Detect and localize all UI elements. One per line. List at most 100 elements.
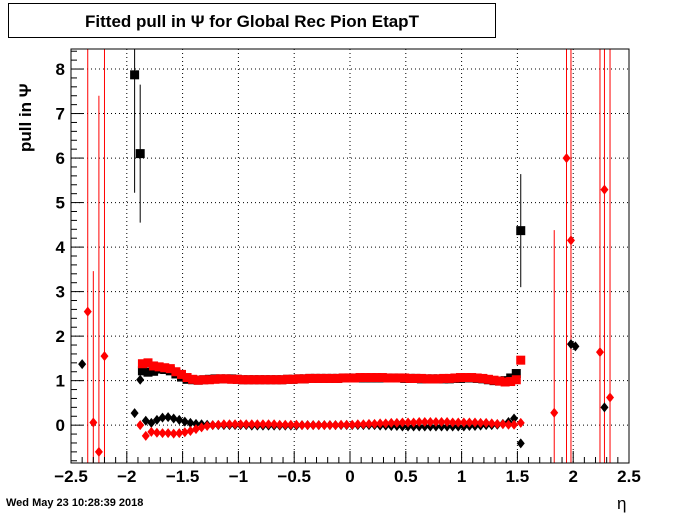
data-point-square <box>199 375 209 385</box>
data-point-square <box>149 361 159 371</box>
data-point-diamond <box>337 419 346 430</box>
data-point-diamond <box>242 419 251 430</box>
data-point-diamond <box>487 418 496 429</box>
data-point-square <box>149 366 159 376</box>
data-point-square <box>495 376 505 386</box>
data-point-square <box>227 374 237 384</box>
data-point-diamond <box>516 417 525 428</box>
data-point-square <box>137 359 147 369</box>
data-point-diamond <box>136 420 145 431</box>
data-point-diamond <box>454 417 463 428</box>
data-point-square <box>135 149 145 159</box>
error-bars <box>87 49 611 463</box>
data-point-square <box>327 373 337 383</box>
data-point-diamond <box>94 446 103 457</box>
data-point-diamond <box>247 419 256 430</box>
data-point-diamond <box>292 419 301 430</box>
data-point-square <box>333 373 343 383</box>
data-marks <box>78 70 615 457</box>
data-point-square <box>344 373 354 383</box>
data-point-diamond <box>566 235 575 246</box>
data-point-square <box>372 373 382 383</box>
data-point-square <box>516 226 526 236</box>
data-point-square <box>165 364 175 374</box>
chart-title: Fitted pull in Ψ for Global Rec Pion Eta… <box>85 12 419 31</box>
data-point-square <box>444 373 454 383</box>
data-point-square <box>511 375 521 385</box>
data-point-diamond <box>286 419 295 430</box>
data-point-square <box>238 375 248 385</box>
data-point-diamond <box>83 306 92 317</box>
data-point-diamond <box>398 417 407 428</box>
data-point-diamond <box>443 417 452 428</box>
data-point-square <box>249 375 259 385</box>
data-point-diamond <box>465 417 474 428</box>
data-point-diamond <box>381 418 390 429</box>
data-point-diamond <box>164 428 173 439</box>
data-point-diamond <box>253 419 262 430</box>
y-tick-label: 4 <box>56 238 66 257</box>
data-point-diamond <box>208 420 217 431</box>
y-tick-label: 5 <box>56 194 65 213</box>
data-point-diamond <box>376 418 385 429</box>
data-point-square <box>204 375 214 385</box>
data-point-square <box>294 374 304 384</box>
data-point-square <box>478 373 488 383</box>
data-point-diamond <box>158 428 167 439</box>
data-point-square <box>366 373 376 383</box>
data-point-diamond <box>550 407 559 418</box>
data-point-square <box>160 363 170 373</box>
data-point-diamond <box>504 419 513 430</box>
timestamp: Wed May 23 10:28:39 2018 <box>6 497 144 509</box>
data-point-diamond <box>264 419 273 430</box>
data-point-square <box>154 362 164 372</box>
data-point-square <box>310 373 320 383</box>
data-point-diamond <box>409 417 418 428</box>
data-point-diamond <box>78 359 87 370</box>
data-point-diamond <box>516 438 525 449</box>
data-point-diamond <box>415 417 424 428</box>
x-tick-label: −2 <box>117 467 136 486</box>
data-point-diamond <box>606 392 615 403</box>
y-tick-label: 7 <box>56 105 65 124</box>
data-point-square <box>210 374 220 384</box>
data-point-diamond <box>482 417 491 428</box>
data-point-square <box>316 373 326 383</box>
data-point-diamond <box>348 419 357 430</box>
y-tick-label: 6 <box>56 149 65 168</box>
data-point-diamond <box>136 374 145 385</box>
data-point-diamond <box>164 412 173 423</box>
data-point-diamond <box>203 421 212 432</box>
data-point-square <box>216 374 226 384</box>
x-tick-label: 1 <box>457 467 466 486</box>
data-point-square <box>193 375 203 385</box>
data-point-square <box>277 375 287 385</box>
data-point-diamond <box>325 420 334 431</box>
data-point-diamond <box>431 417 440 428</box>
data-point-square <box>338 373 348 383</box>
data-point-square <box>361 373 371 383</box>
data-point-diamond <box>175 428 184 439</box>
data-point-square <box>400 373 410 383</box>
data-point-diamond <box>562 153 571 164</box>
data-point-diamond <box>175 414 184 425</box>
data-point-diamond <box>225 419 234 430</box>
data-point-diamond <box>236 419 245 430</box>
data-point-diamond <box>180 416 189 427</box>
data-point-square <box>288 374 298 384</box>
data-point-square <box>511 369 521 379</box>
data-point-square <box>516 355 526 365</box>
data-point-diamond <box>498 419 507 430</box>
data-point-diamond <box>448 417 457 428</box>
data-point-diamond <box>600 402 609 413</box>
y-tick-label: 8 <box>56 60 65 79</box>
data-point-square <box>137 366 147 376</box>
data-point-square <box>439 373 449 383</box>
data-point-diamond <box>147 417 156 428</box>
data-point-diamond <box>320 420 329 431</box>
data-point-diamond <box>303 420 312 431</box>
data-point-square <box>349 373 359 383</box>
data-point-square <box>467 373 477 383</box>
data-point-diamond <box>387 417 396 428</box>
data-point-square <box>221 374 231 384</box>
